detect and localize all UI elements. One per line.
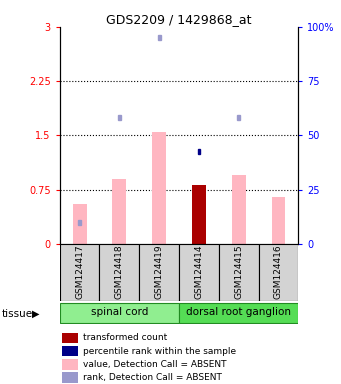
Bar [78,220,81,225]
Text: GSM124414: GSM124414 [194,244,204,299]
Bar [60,303,179,323]
Bar [113,179,126,244]
Bar [197,149,200,154]
Text: GSM124418: GSM124418 [115,244,124,299]
Bar [179,303,298,323]
Bar [152,132,166,244]
Bar [179,244,219,301]
Text: spinal cord: spinal cord [91,308,148,318]
Title: GDS2209 / 1429868_at: GDS2209 / 1429868_at [106,13,252,26]
Bar [158,35,161,40]
Bar [237,115,240,120]
Bar [192,185,206,244]
Bar [62,359,78,369]
Text: GSM124419: GSM124419 [154,244,164,299]
Text: GSM124417: GSM124417 [75,244,84,299]
Bar [62,333,78,343]
Bar [62,372,78,383]
Text: transformed count: transformed count [84,333,168,343]
Bar [60,244,100,301]
Bar [271,197,285,244]
Text: tissue: tissue [2,309,33,319]
Bar [100,244,139,301]
Bar [232,175,246,244]
Text: ▶: ▶ [32,309,40,319]
Bar [139,244,179,301]
Bar [73,204,87,244]
Text: GSM124415: GSM124415 [234,244,243,299]
Text: rank, Detection Call = ABSENT: rank, Detection Call = ABSENT [84,373,222,382]
Bar [258,244,298,301]
Bar [219,244,258,301]
Text: dorsal root ganglion: dorsal root ganglion [186,308,291,318]
Bar [62,346,78,356]
Text: GSM124416: GSM124416 [274,244,283,299]
Bar [118,115,121,120]
Text: value, Detection Call = ABSENT: value, Detection Call = ABSENT [84,360,227,369]
Text: percentile rank within the sample: percentile rank within the sample [84,347,237,356]
